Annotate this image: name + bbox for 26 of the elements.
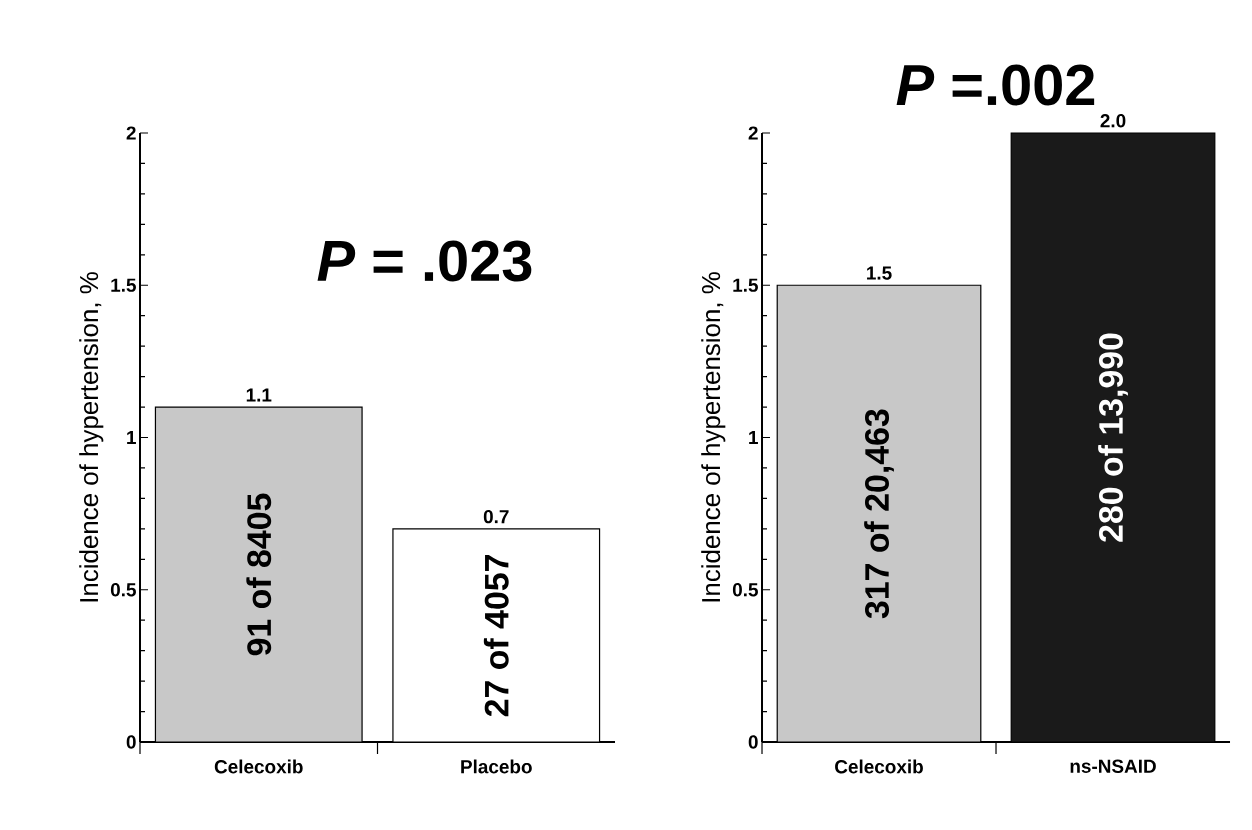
y-tick-label: 0 xyxy=(748,735,758,749)
data-label: 1.5 xyxy=(867,266,892,280)
text: P = .023 xyxy=(317,240,532,282)
y-tick-label: 0.5 xyxy=(732,583,758,597)
y-tick-label: 2 xyxy=(748,126,758,140)
data-label: 1.1 xyxy=(246,388,272,402)
y-tick-label: 1.5 xyxy=(111,278,136,292)
y-tick-label: 0.5 xyxy=(110,583,136,597)
y-tick-label: 1 xyxy=(749,430,758,445)
y-tick-label: 0 xyxy=(126,735,136,749)
x-tick-label: Celecoxib xyxy=(214,759,303,774)
y-axis-title: Incidence of hypertension, % xyxy=(79,272,104,602)
annotation: 280 of 13,990 xyxy=(1098,333,1128,542)
chart-title: P =.002 xyxy=(896,64,1095,106)
annotation: 91 of 8405 xyxy=(246,493,272,656)
y-tick-label: 2 xyxy=(126,126,136,140)
x-tick-label: Celecoxib xyxy=(835,759,923,774)
x-tick-label: Placebo xyxy=(461,759,532,774)
data-label: 2.0 xyxy=(1100,114,1126,128)
x-tick-label: ns-NSAID xyxy=(1070,759,1156,773)
annotation: 317 of 20,463 xyxy=(864,409,894,619)
data-label: 0.7 xyxy=(483,509,509,524)
annotation: 27 of 4057 xyxy=(483,555,509,717)
y-tick-label: 1.5 xyxy=(733,278,758,292)
y-axis-title: Incidence of hypertension, % xyxy=(701,272,726,602)
y-tick-label: 1 xyxy=(127,430,136,445)
